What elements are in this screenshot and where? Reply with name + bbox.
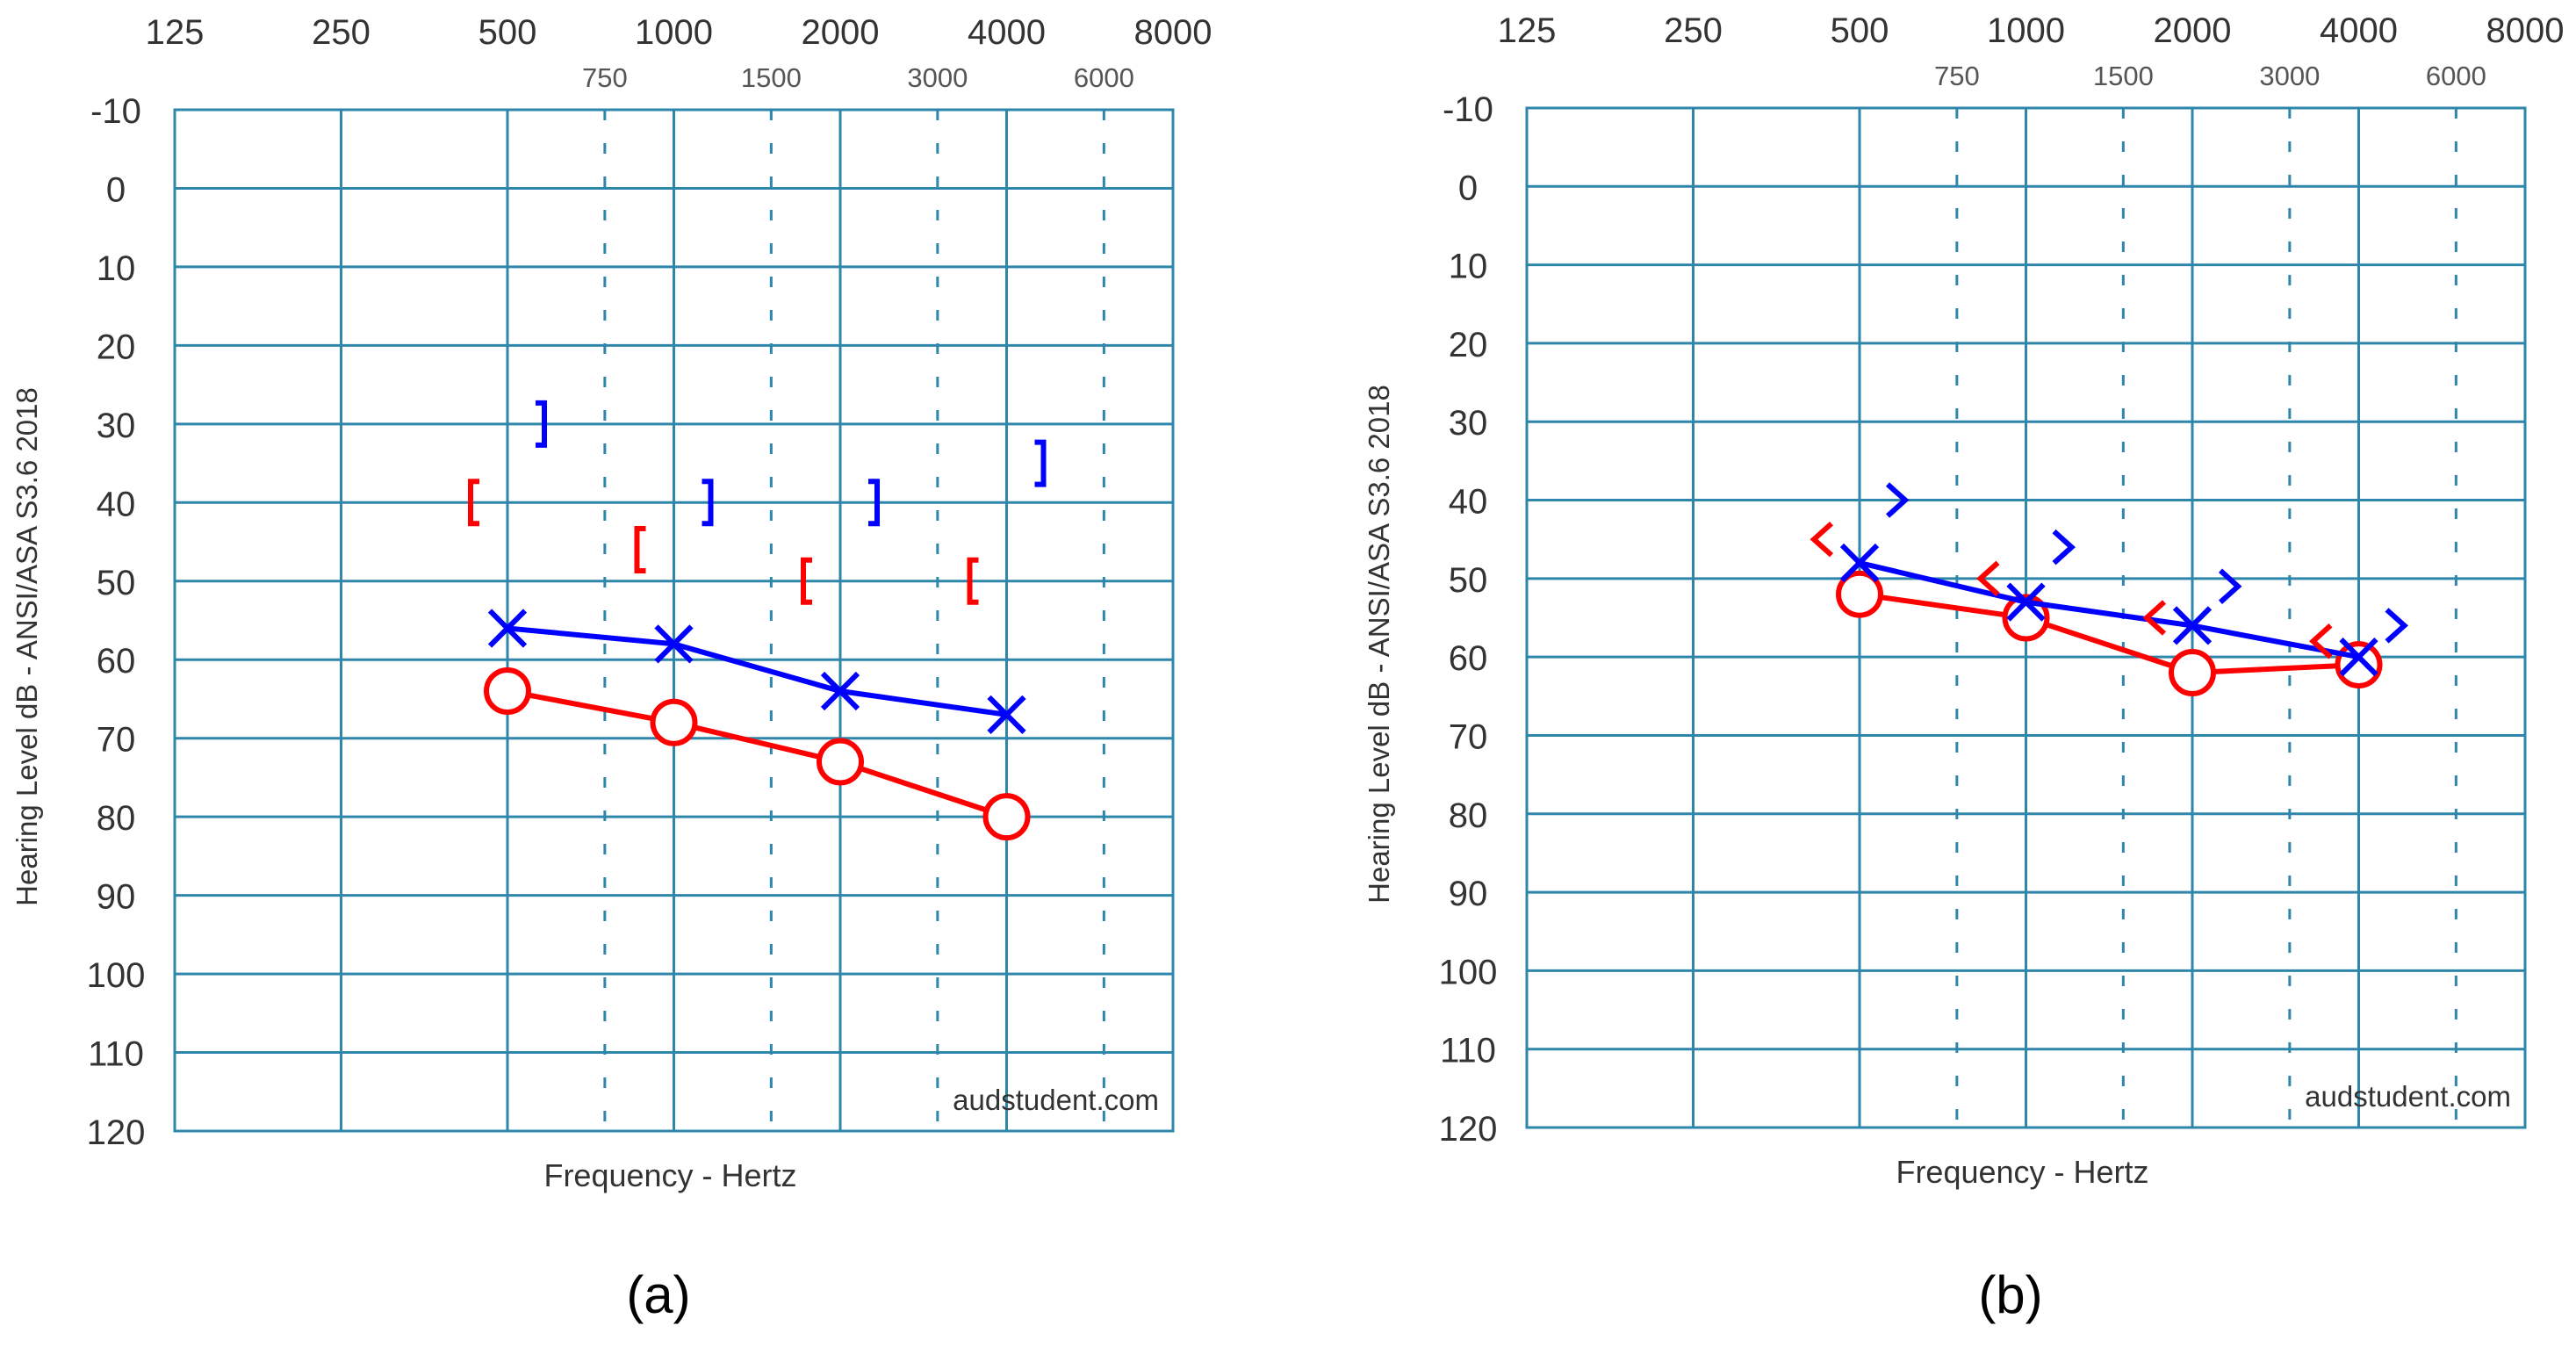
series-line-left-air [507, 625, 1007, 717]
marker-right-air [2335, 641, 2383, 689]
watermark-text: audstudent.com [953, 1084, 1159, 1116]
y-axis-label: Hearing Level dB - ANSI/ASA S3.6 2018 [1363, 385, 1395, 904]
marker-right-bone-unmasked [2309, 623, 2333, 659]
x-minor-tick-label: 6000 [2426, 61, 2486, 91]
audiogram-panel-b: -10 0 10 20 30 40 50 60 70 80 90 100 110 120 125 250 500… [1363, 11, 2564, 1324]
x-tick-label: 500 [479, 13, 537, 52]
watermark-text: audstudent.com [2305, 1080, 2511, 1113]
marker-left-air [2172, 606, 2213, 645]
y-tick-label: 60 [97, 642, 136, 681]
y-tick-label: 90 [1449, 875, 1488, 913]
panel-caption: (b) [1978, 1265, 2042, 1324]
marker-left-bone-unmasked [2052, 529, 2076, 566]
marker-left-air [487, 609, 528, 648]
x-tick-label: 1000 [635, 13, 713, 52]
x-tick-label: 4000 [2320, 11, 2398, 50]
marker-right-bone-masked [634, 525, 646, 573]
y-tick-label: 40 [97, 485, 136, 523]
marker-right-air [2169, 649, 2216, 697]
marker-left-air [820, 671, 860, 711]
marker-left-bone-unmasked [2218, 568, 2242, 605]
y-tick-label: 30 [1449, 404, 1488, 443]
y-tick-label: 120 [1439, 1110, 1498, 1149]
marker-left-bone-masked [702, 479, 714, 527]
marker-right-bone-unmasked [1976, 560, 2000, 597]
y-tick-label: -10 [90, 92, 141, 131]
x-minor-tick-label: 3000 [907, 62, 968, 93]
y-tick-label: 110 [1440, 1032, 1496, 1070]
y-tick-label: 100 [1439, 953, 1498, 991]
y-tick-label: -10 [1443, 90, 1493, 129]
y-tick-label: 50 [97, 564, 136, 602]
y-tick-label: 100 [87, 956, 146, 995]
y-tick-label: 110 [88, 1035, 144, 1074]
x-minor-tick-label: 1500 [741, 62, 802, 93]
x-minor-tick-label: 1500 [2093, 61, 2154, 91]
marker-left-air [2006, 582, 2046, 622]
y-tick-label: 80 [97, 799, 136, 838]
y-tick-label: 10 [97, 249, 136, 288]
x-minor-tick-label: 750 [582, 62, 628, 93]
x-tick-label: 1000 [1987, 11, 2065, 50]
marker-left-bone-masked [536, 400, 547, 448]
y-tick-label: 80 [1449, 796, 1488, 835]
x-minor-tick-label: 6000 [1074, 62, 1134, 93]
audiogram-panel-a: -10 0 10 20 30 40 50 60 70 80 90 100 110 120 125 250 500… [11, 13, 1212, 1324]
marker-left-bone-unmasked [1885, 482, 1910, 518]
y-tick-label: 60 [1449, 639, 1488, 678]
series-line-right-air [1859, 591, 2359, 676]
x-tick-label: 2000 [802, 13, 880, 52]
y-tick-label: 0 [106, 170, 126, 209]
marker-right-air [484, 667, 531, 716]
marker-right-bone-masked [967, 557, 979, 605]
y-axis-label: Hearing Level dB - ANSI/ASA S3.6 2018 [11, 387, 43, 906]
y-tick-label: 20 [97, 328, 136, 366]
y-tick-label: 10 [1449, 248, 1488, 286]
x-minor-tick-label: 750 [1934, 61, 1980, 91]
x-tick-label: 125 [1498, 11, 1557, 50]
y-tick-label: 90 [97, 878, 136, 917]
series-line-left-air [1859, 560, 2360, 660]
x-axis-label: Frequency - Hertz [543, 1157, 796, 1193]
panel-caption: (a) [626, 1265, 690, 1324]
x-tick-label: 125 [146, 13, 205, 52]
x-tick-label: 2000 [2154, 11, 2232, 50]
marker-right-bone-unmasked [1810, 521, 1834, 558]
marker-left-bone-unmasked [2385, 608, 2408, 644]
y-tick-label: 30 [97, 407, 136, 445]
marker-right-air [817, 738, 864, 786]
y-tick-label: 40 [1449, 483, 1488, 522]
marker-left-bone-masked [1034, 439, 1047, 487]
series-line-right-air [507, 688, 1008, 820]
marker-left-air [987, 695, 1026, 734]
marker-right-air [1836, 570, 1883, 618]
marker-right-bone-unmasked [2142, 600, 2167, 636]
x-tick-label: 4000 [968, 13, 1046, 52]
marker-left-bone-masked [868, 479, 880, 527]
y-tick-label: 50 [1449, 561, 1488, 600]
marker-right-bone-masked [801, 557, 812, 605]
marker-right-air [982, 793, 1031, 841]
y-tick-label: 0 [1458, 169, 1478, 207]
x-tick-label: 250 [1664, 11, 1723, 50]
marker-right-bone-masked [468, 479, 479, 527]
x-axis-label: Frequency - Hertz [1896, 1154, 2148, 1190]
marker-left-air [654, 624, 694, 664]
marker-left-air [1839, 543, 1880, 583]
y-tick-label: 20 [1449, 326, 1488, 364]
x-tick-label: 500 [1831, 11, 1889, 50]
marker-right-air [650, 698, 698, 746]
y-tick-label: 120 [87, 1113, 146, 1152]
marker-left-air [2339, 638, 2378, 677]
y-tick-label: 70 [97, 721, 136, 760]
x-tick-label: 250 [312, 13, 371, 52]
x-minor-tick-label: 3000 [2259, 61, 2320, 91]
x-tick-label: 8000 [1134, 13, 1212, 52]
y-tick-label: 70 [1449, 717, 1488, 756]
x-tick-label: 8000 [2486, 11, 2565, 50]
marker-right-air [2002, 594, 2050, 642]
